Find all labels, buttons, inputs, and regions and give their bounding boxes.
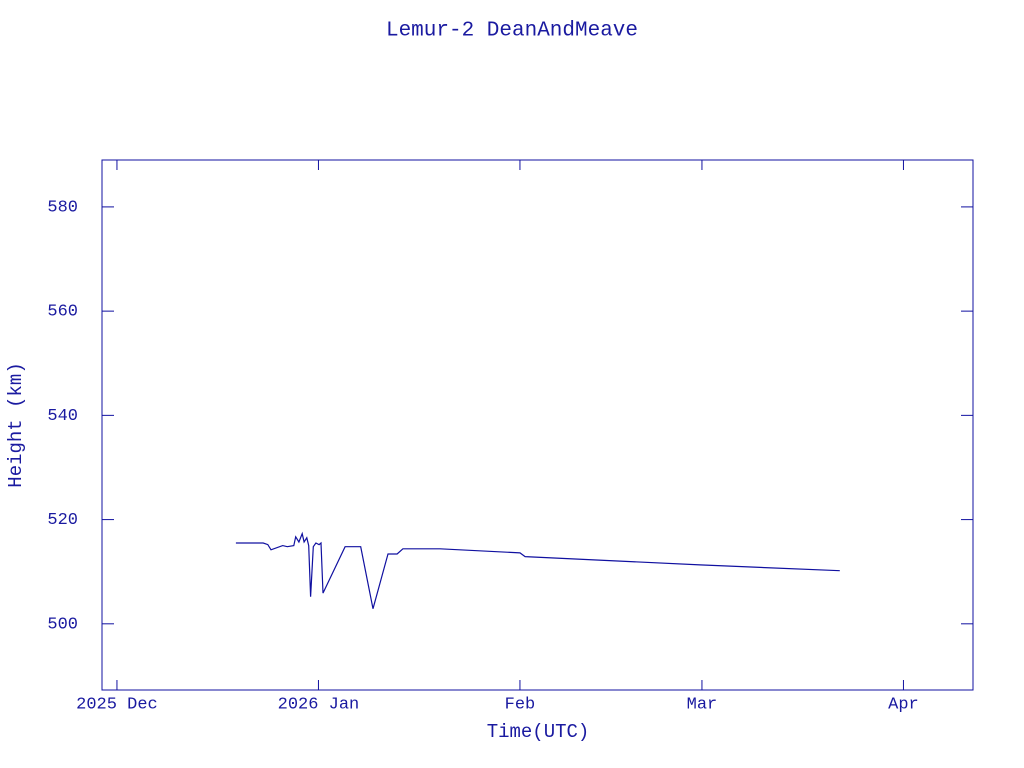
x-axis-label: Time(UTC) <box>487 721 590 743</box>
data-line <box>235 531 840 609</box>
plot-frame <box>101 159 974 691</box>
x-tick-label: Feb <box>505 695 536 714</box>
chart-title: Lemur-2 DeanAndMeave <box>386 20 638 43</box>
y-tick-label: 500 <box>47 615 78 634</box>
y-tick-label: 580 <box>47 198 78 217</box>
x-tick-label: Apr <box>888 695 919 714</box>
y-tick-label: 520 <box>47 511 78 530</box>
y-tick-label: 540 <box>47 407 78 426</box>
x-tick-label: 2026 Jan <box>278 695 360 714</box>
y-axis-label: Height (km) <box>5 362 27 487</box>
x-tick-label: 2025 Dec <box>76 695 158 714</box>
x-tick-label: Mar <box>687 695 718 714</box>
y-tick-label: 560 <box>47 303 78 322</box>
